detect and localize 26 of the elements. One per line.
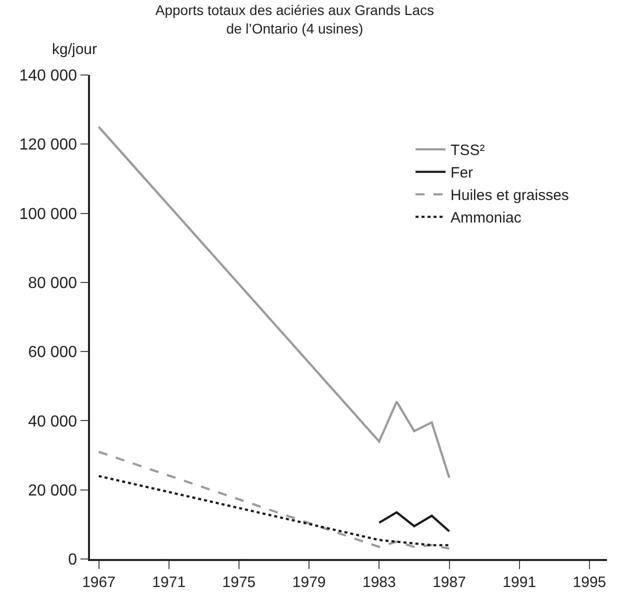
- line-series: [98, 126, 450, 479]
- legend-label: Ammoniac: [450, 210, 522, 227]
- y-tick-label: 140 000: [19, 68, 78, 85]
- line-series: [98, 450, 450, 550]
- y-tick-label: 0: [68, 552, 78, 569]
- x-tick-label: 1995: [572, 574, 606, 591]
- line-series: [378, 511, 450, 532]
- x-tick-label: 1967: [82, 574, 116, 591]
- y-axis-title: kg/jour: [52, 41, 98, 58]
- x-tick-label: 1991: [502, 574, 536, 591]
- y-tick-label: 60 000: [28, 344, 78, 362]
- y-tick-label: 120 000: [19, 136, 78, 154]
- x-tick-label: 1987: [432, 574, 466, 591]
- x-tick-label: 1979: [292, 574, 326, 591]
- legend-label: Huiles et graisses: [450, 187, 569, 204]
- x-tick-label: 1983: [362, 574, 396, 591]
- y-tick-label: 20 000: [28, 482, 78, 500]
- y-tick-label: 80 000: [28, 275, 78, 292]
- chart-title: Apports totaux des aciéries aux Grands Lacs de l’Ontario (4 usines): [155, 2, 434, 36]
- x-tick-label: 1975: [222, 574, 256, 591]
- x-tick-label: 1971: [152, 574, 186, 591]
- legend-label: Fer: [450, 164, 474, 182]
- line-series: [98, 474, 450, 546]
- legend-label: TSS²: [450, 142, 485, 160]
- y-tick-label: 40 000: [28, 413, 78, 430]
- y-tick-label: 100 000: [19, 206, 78, 223]
